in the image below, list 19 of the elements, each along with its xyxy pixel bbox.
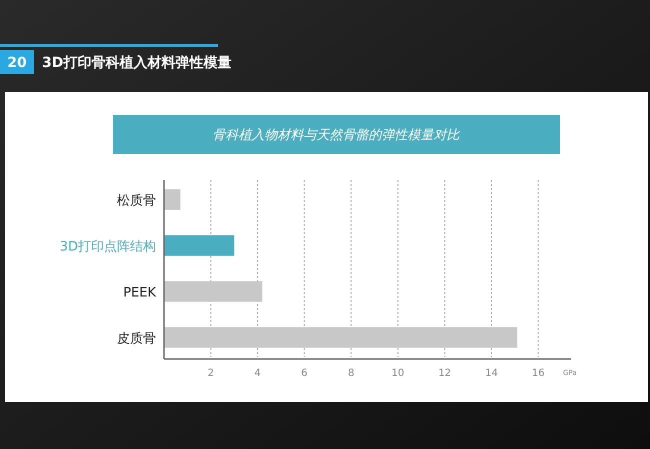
x-tick-label: 2 <box>208 368 214 379</box>
text: 20 <box>7 55 27 71</box>
bar <box>164 281 262 302</box>
chart-title: 3D打印骨科植入材料弹性模量 <box>42 54 232 71</box>
x-tick-label: 8 <box>348 368 354 379</box>
bar <box>164 189 180 210</box>
bar <box>164 235 234 256</box>
bar <box>164 327 518 348</box>
x-tick-label: 14 <box>485 368 498 379</box>
y-tick-label: 松质骨 <box>117 194 156 209</box>
chart-subtitle: 骨科植入物材料与天然骨骼的弹性模量对比 <box>212 128 460 143</box>
x-tick-label: 16 <box>532 368 545 379</box>
x-tick-label: 6 <box>301 368 308 379</box>
x-tick-label: 4 <box>254 368 261 379</box>
y-tick-label: 皮质骨 <box>117 331 156 346</box>
y-tick-label: PEEK <box>123 285 156 300</box>
x-tick-label: 12 <box>438 368 452 379</box>
x-tick-label: 10 <box>392 368 404 379</box>
y-tick-label: 3D打印点阵结构 <box>60 240 156 255</box>
